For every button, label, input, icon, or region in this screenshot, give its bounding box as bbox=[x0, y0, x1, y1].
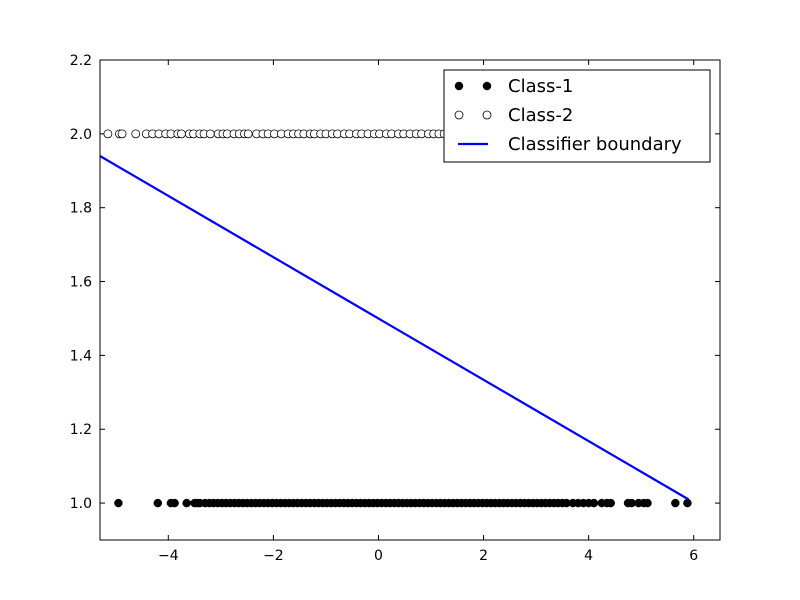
class-1-point bbox=[182, 498, 191, 508]
y-tick-label: 1.0 bbox=[70, 496, 92, 512]
y-tick-label: 1.8 bbox=[70, 201, 92, 217]
y-tick-label: 1.2 bbox=[70, 422, 92, 438]
legend-label: Class-2 bbox=[508, 105, 573, 126]
y-tick-label: 1.6 bbox=[70, 275, 92, 291]
class-1-point bbox=[671, 498, 680, 508]
x-tick-label: 6 bbox=[689, 548, 698, 564]
axes-frame bbox=[99, 59, 721, 541]
legend-marker-swatch bbox=[454, 110, 464, 120]
class-2-point bbox=[205, 129, 215, 139]
class-1-point bbox=[589, 498, 599, 508]
class-1-point bbox=[114, 498, 123, 508]
legend-marker-swatch bbox=[482, 81, 492, 91]
legend-label: Classifier boundary bbox=[508, 134, 682, 155]
tick-labels: −4 −2 0 2 4 6 1.0 1.2 1.4 1.6 1.8 2.0 2.2 bbox=[70, 53, 699, 564]
class-1-point bbox=[606, 498, 615, 508]
class-2-point bbox=[117, 129, 127, 139]
legend-marker-swatch bbox=[482, 110, 492, 120]
x-tick-label: −2 bbox=[263, 548, 284, 564]
plot-area bbox=[99, 129, 692, 508]
x-tick-label: 0 bbox=[374, 548, 383, 564]
x-tick-label: −4 bbox=[158, 548, 179, 564]
class-1-point bbox=[683, 498, 692, 508]
y-tick-label: 1.4 bbox=[70, 348, 92, 364]
legend-marker-swatch bbox=[454, 81, 464, 91]
class-2-point bbox=[243, 129, 253, 139]
class-2-point bbox=[103, 129, 113, 139]
y-tick-label: 2.2 bbox=[70, 53, 92, 69]
class-1-point bbox=[643, 498, 652, 508]
y-tick-label: 2.0 bbox=[70, 127, 92, 143]
legend-label: Class-1 bbox=[508, 76, 573, 97]
class-1-point bbox=[153, 498, 163, 508]
x-tick-label: 2 bbox=[479, 548, 488, 564]
legend: Class-1 Class-2 Classifier boundary bbox=[443, 69, 711, 163]
class-2-point bbox=[177, 129, 186, 139]
classifier-boundary-line bbox=[99, 155, 690, 501]
class-2-point bbox=[131, 129, 141, 139]
x-tick-label: 4 bbox=[584, 548, 593, 564]
class-1-point bbox=[170, 498, 179, 508]
